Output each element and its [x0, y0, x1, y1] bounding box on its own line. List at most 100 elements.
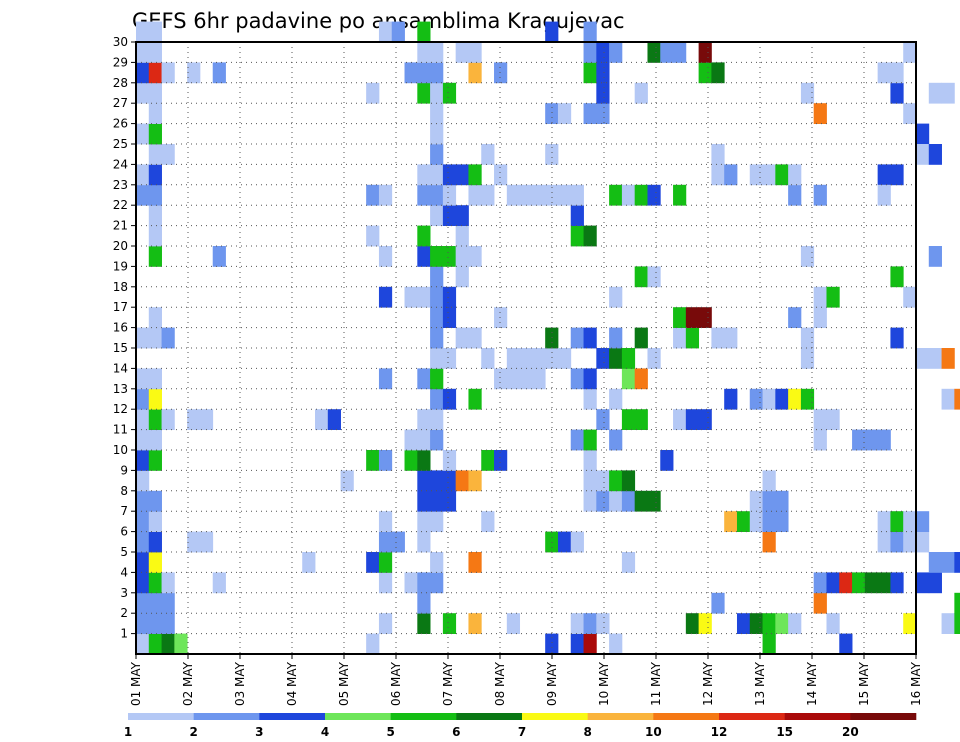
- heatmap-cell: [442, 246, 457, 267]
- heatmap-cell: [455, 266, 469, 288]
- heatmap-cell: [136, 470, 150, 492]
- heatmap-cell: [685, 409, 700, 430]
- heatmap-cell: [903, 286, 917, 308]
- heatmap-cell: [506, 613, 521, 634]
- heatmap-cell: [148, 572, 162, 594]
- heatmap-cell: [813, 409, 827, 430]
- y-tick-label: 9: [120, 463, 128, 477]
- heatmap-cell: [199, 409, 214, 430]
- heatmap-cell: [366, 633, 380, 655]
- heatmap-cell: [442, 205, 457, 226]
- heatmap-cell: [430, 470, 444, 492]
- heatmap-cell: [417, 409, 431, 430]
- heatmap-cell: [826, 572, 840, 594]
- heatmap-cell: [532, 348, 546, 369]
- heatmap-cell: [916, 144, 930, 165]
- y-tick-label: 10: [113, 443, 128, 457]
- heatmap-cell: [813, 592, 827, 614]
- y-tick-label: 29: [113, 55, 128, 69]
- heatmap-cell: [417, 429, 431, 451]
- heatmap-cell: [634, 490, 648, 512]
- heatmap-cell: [378, 246, 393, 267]
- heatmap-cell: [161, 613, 175, 634]
- heatmap-cell: [813, 286, 827, 308]
- heatmap-cell: [430, 490, 444, 512]
- heatmap-cell: [366, 82, 380, 104]
- heatmap-cell: [378, 21, 393, 43]
- heatmap-cell: [494, 450, 508, 471]
- heatmap-cell: [583, 450, 597, 471]
- heatmap-cell: [519, 368, 533, 390]
- heatmap-cell: [136, 184, 150, 206]
- heatmap-cell: [890, 572, 904, 594]
- heatmap-cell: [506, 348, 521, 369]
- heatmap-cell: [941, 552, 955, 573]
- heatmap-cell: [442, 184, 457, 206]
- heatmap-cell: [481, 184, 495, 206]
- heatmap-cell: [596, 82, 610, 104]
- heatmap-cell: [148, 450, 162, 471]
- heatmap-cell: [903, 511, 917, 532]
- heatmap-cell: [762, 388, 776, 410]
- heatmap-cell: [455, 205, 469, 226]
- heatmap-cell: [391, 531, 405, 553]
- heatmap-cell: [455, 164, 469, 186]
- heatmap-cell: [583, 633, 597, 655]
- heatmap-cell: [570, 429, 584, 451]
- color-legend: 1 2 3 4 5 6 7 8 10 12 15 20: [124, 713, 917, 739]
- heatmap-cell: [417, 225, 431, 247]
- heatmap-cell: [941, 82, 955, 104]
- heatmap-cell: [826, 613, 840, 634]
- heatmap-cell: [455, 246, 469, 267]
- heatmap-cell: [136, 511, 150, 532]
- heatmap-cell: [916, 123, 930, 145]
- legend-swatch: [456, 713, 523, 720]
- heatmap-cell: [954, 388, 960, 410]
- heatmap-cell: [583, 490, 597, 512]
- heatmap-cell: [378, 613, 393, 634]
- heatmap-cell: [366, 225, 380, 247]
- heatmap-cell: [494, 62, 508, 84]
- heatmap-cell: [481, 144, 495, 165]
- heatmap-cell: [788, 184, 802, 206]
- heatmap-cell: [148, 592, 162, 614]
- heatmap-cell: [685, 327, 700, 349]
- heatmap-cell: [570, 225, 584, 247]
- heatmap-cell: [366, 552, 380, 573]
- heatmap-cell: [621, 409, 636, 430]
- legend-swatch: [850, 713, 917, 720]
- heatmap-cell: [609, 633, 623, 655]
- heatmap-cell: [596, 348, 610, 369]
- heatmap-cell: [877, 572, 891, 594]
- heatmap-cell: [928, 552, 942, 573]
- x-tick-label: 14 MAY: [805, 661, 819, 706]
- heatmap-cell: [148, 225, 162, 247]
- heatmap-cell: [148, 531, 162, 553]
- heatmap-cell: [340, 470, 354, 492]
- heatmap-cell: [634, 82, 648, 104]
- y-tick-label: 5: [120, 545, 128, 559]
- heatmap-cell: [609, 184, 623, 206]
- heatmap-cell: [634, 327, 648, 349]
- heatmap-cell: [136, 450, 150, 471]
- y-tick-label: 15: [113, 341, 128, 355]
- heatmap-cell: [762, 531, 776, 553]
- heatmap-cell: [136, 592, 150, 614]
- heatmap-cell: [545, 348, 559, 369]
- heatmap-cell: [916, 531, 930, 553]
- heatmap-cell: [673, 42, 687, 63]
- heatmap-cell: [890, 62, 904, 84]
- heatmap-cell: [736, 613, 751, 634]
- heatmap-cell: [890, 327, 904, 349]
- heatmap-cell: [430, 164, 444, 186]
- heatmap-cell: [136, 164, 150, 186]
- heatmap-cell: [903, 103, 917, 124]
- heatmap-cell: [724, 511, 738, 532]
- heatmap-cell: [136, 388, 150, 410]
- heatmap-cell: [430, 144, 444, 165]
- heatmap-cell: [404, 62, 418, 84]
- heatmap-cell: [903, 531, 917, 553]
- heatmap-cell: [583, 21, 597, 43]
- heatmap-cell: [430, 552, 444, 573]
- heatmap-cell: [148, 490, 162, 512]
